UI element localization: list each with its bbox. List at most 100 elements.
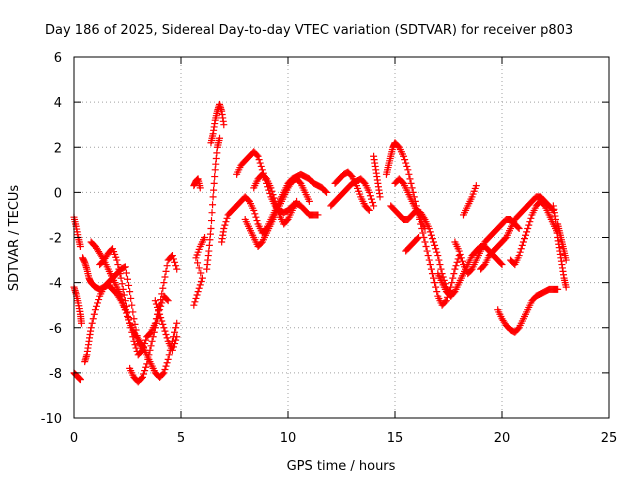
series-r [327,175,378,210]
data-point-marker [137,375,145,383]
data-point-marker [210,179,218,187]
data-point-marker [151,324,159,332]
data-point-marker [122,309,130,317]
data-point-marker [523,228,531,236]
data-point-marker [163,334,171,342]
data-point-marker [152,319,160,327]
data-point-marker [138,346,146,354]
data-point-marker [163,359,171,367]
data-point-marker [253,217,261,225]
data-point-marker [419,229,427,237]
data-point-marker [268,187,276,195]
data-point-marker [142,336,150,344]
series-af [554,220,570,264]
data-point-marker [157,302,165,310]
data-point-marker [91,306,99,314]
data-point-marker [131,320,139,328]
data-point-marker [170,343,178,351]
data-point-marker [369,199,377,207]
x-tick-label: 15 [387,431,404,446]
data-point-marker [562,283,570,291]
data-point-marker [404,166,412,174]
data-point-marker [431,241,439,249]
data-point-marker [153,303,161,311]
data-point-marker [140,370,148,378]
data-point-marker [201,234,209,241]
series-h [126,292,172,386]
y-tick-label: -10 [41,412,62,427]
data-point-marker [121,297,129,305]
data-point-marker [401,156,409,164]
data-point-marker [525,221,533,229]
x-tick-label: 5 [177,431,185,446]
data-point-marker [159,320,167,328]
data-point-marker [159,370,167,378]
data-point-marker [520,235,528,243]
data-point-marker [554,285,562,293]
data-point-marker [132,344,140,352]
data-point-marker [211,173,219,181]
data-point-marker [162,267,170,275]
data-point-marker [126,288,134,296]
data-point-marker [400,152,408,160]
data-point-marker [223,214,231,222]
data-point-marker [157,314,165,322]
data-point-marker [209,201,217,209]
data-point-marker [130,315,138,323]
x-axis-label: GPS time / hours [287,459,396,474]
data-point-marker [305,197,313,205]
data-point-marker [424,252,432,260]
data-point-marker [173,319,181,327]
data-point-marker [192,294,200,302]
data-point-marker [117,274,125,282]
data-point-marker [255,156,263,164]
data-point-marker [256,159,264,167]
data-point-marker [121,263,129,271]
data-point-marker [436,261,444,269]
data-point-marker [437,265,445,273]
data-point-marker [159,284,167,292]
data-point-marker [207,224,215,232]
data-point-marker [146,346,154,354]
data-point-marker [421,238,429,246]
data-point-marker [89,315,97,323]
data-point-marker [323,188,331,196]
data-point-marker [195,264,203,272]
data-point-marker [124,308,131,316]
data-point-marker [196,281,204,289]
x-tick-label: 10 [280,431,297,446]
data-point-marker [403,162,411,170]
series-c [70,369,84,384]
data-point-marker [120,291,128,299]
y-tick-label: 0 [54,186,62,201]
data-point-marker [426,228,434,236]
series-p [241,175,313,251]
data-point-marker [209,193,217,201]
data-point-marker [124,275,131,283]
data-point-marker [126,319,134,327]
y-tick-label: 6 [54,51,62,66]
data-point-marker [122,269,130,277]
data-point-marker [172,324,180,332]
data-point-marker [116,270,124,278]
data-point-marker [519,238,527,246]
data-point-marker [517,245,525,253]
data-point-marker [433,288,441,296]
data-point-marker [426,261,434,269]
data-point-marker [427,265,435,273]
data-point-marker [498,261,506,269]
data-point-marker [90,310,98,318]
data-point-marker [451,265,459,273]
data-point-marker [144,355,152,363]
series-aa [459,182,480,219]
data-point-marker [448,279,456,287]
data-point-marker [131,341,139,349]
data-point-marker [314,211,322,219]
data-point-marker [168,346,176,354]
data-point-marker [113,256,121,264]
data-point-marker [364,205,372,213]
data-point-marker [216,134,224,142]
data-point-marker [163,262,171,270]
data-point-marker [145,351,153,359]
data-point-marker [271,197,279,205]
